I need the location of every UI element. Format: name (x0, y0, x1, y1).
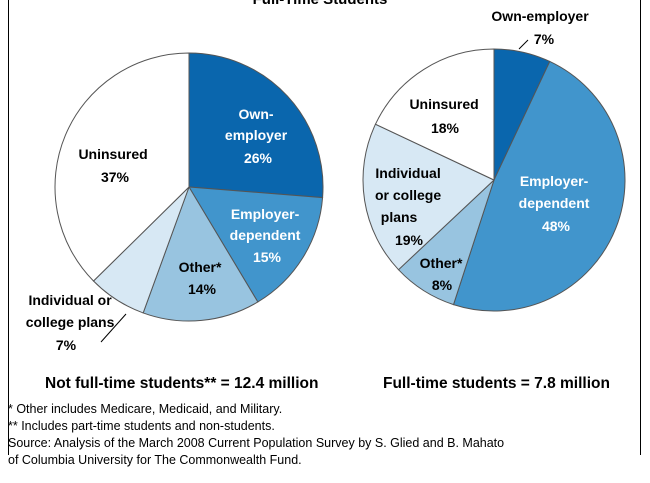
pie-not-full-time (54, 52, 324, 322)
frame-right-border (640, 0, 641, 455)
source-line-2: of Columbia University for The Commonwea… (8, 453, 302, 467)
pie-full-time (362, 48, 626, 312)
right-other-label: Other* 8% (420, 255, 467, 293)
other-footnote: * Other includes Medicare, Medicaid, and… (8, 402, 283, 416)
left-own-employer-label: Own- employer 26% (225, 106, 291, 166)
right-chart-title: Full-time students = 7.8 million (383, 375, 610, 392)
right-employer-dependent-label: Employer- dependent 48% (519, 173, 594, 234)
left-individual-leader-line (100, 313, 127, 343)
left-employer-dependent-label: Employer- dependent 15% (230, 206, 305, 265)
right-slice-individual-college (362, 123, 495, 271)
left-slice-other (142, 185, 259, 322)
right-own-employer-label: Own-employer 7% (491, 8, 592, 47)
parttime-footnote: ** Includes part-time students and non-s… (8, 419, 275, 433)
left-slice-own-employer (188, 52, 324, 199)
left-other-label: Other* 14% (179, 259, 226, 297)
right-slice-uninsured (374, 48, 495, 181)
header-fragment: Full-Time Students (253, 0, 388, 8)
right-slice-employer-dependent (452, 60, 626, 312)
left-slice-uninsured (54, 52, 190, 282)
left-chart-title: Not full-time students** = 12.4 million (45, 375, 318, 392)
left-individual-label: Individual or college plans 7% (26, 292, 119, 353)
source-line-1: Source: Analysis of the March 2008 Curre… (8, 436, 505, 450)
footnotes: * Other includes Medicare, Medicaid, and… (8, 401, 638, 469)
left-uninsured-label: Uninsured 37% (78, 146, 151, 185)
frame-left-border (8, 0, 9, 455)
right-uninsured-label: Uninsured 18% (409, 96, 482, 136)
right-individual-label: Individual or college plans 19% (375, 165, 445, 248)
right-own-employer-leader-line (518, 39, 529, 50)
left-slice-employer-dependent (188, 186, 324, 303)
